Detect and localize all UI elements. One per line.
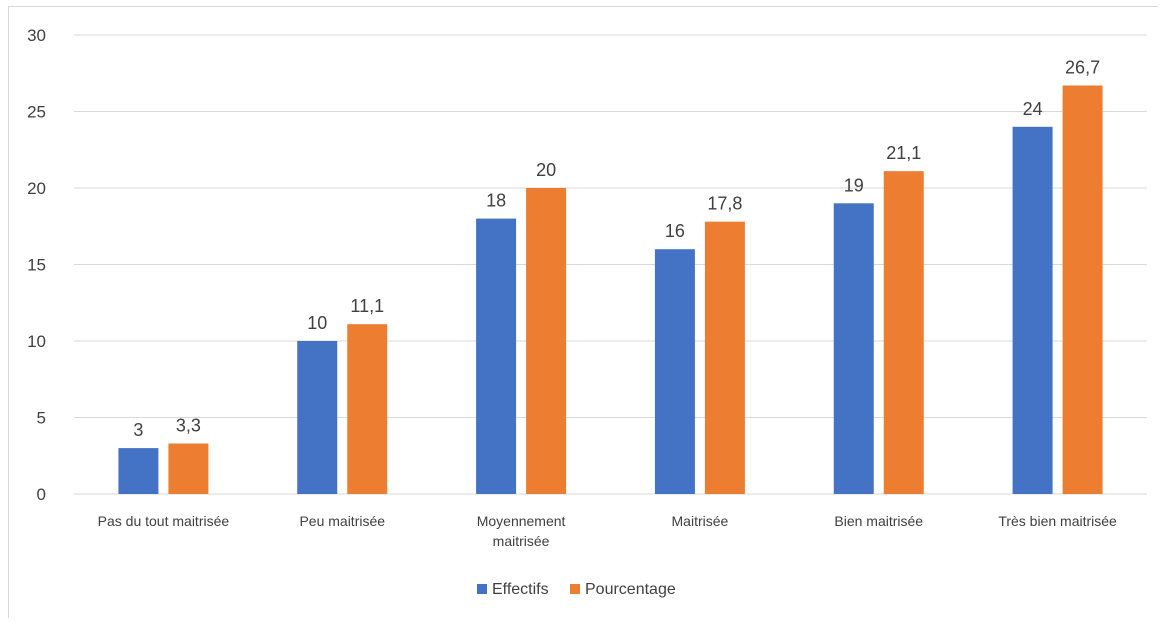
x-tick-label: Peu maitrisée xyxy=(299,513,385,529)
y-tick-label: 20 xyxy=(27,179,46,198)
legend-swatch xyxy=(570,584,580,594)
bar-effectifs xyxy=(118,448,159,494)
x-axis: Pas du tout maitrisée Peu maitrisée Moyenn… xyxy=(98,513,1117,549)
data-label: 11,1 xyxy=(350,296,384,316)
bar-effectifs xyxy=(654,249,695,494)
x-tick-label: Bien maitrisée xyxy=(834,513,923,529)
bar-effectifs xyxy=(297,341,338,494)
y-tick-label: 25 xyxy=(27,103,46,122)
data-label: 20 xyxy=(536,160,556,180)
x-tick-label: Très bien maitrisée xyxy=(998,513,1117,529)
bar-pourcentage xyxy=(168,443,209,494)
bar-pourcentage xyxy=(883,171,924,495)
bar-effectifs xyxy=(833,203,874,495)
data-label: 24 xyxy=(1023,99,1043,119)
y-tick-label: 5 xyxy=(37,409,46,428)
bar-pourcentage xyxy=(704,221,745,494)
x-tick-label: Moyennement xyxy=(477,513,566,529)
legend: Effectifs Pourcentage xyxy=(477,581,676,598)
data-label: 16 xyxy=(665,221,685,241)
data-label: 21,1 xyxy=(886,143,921,163)
bar-effectifs xyxy=(1012,126,1053,495)
y-axis: 0 5 10 15 20 25 30 xyxy=(27,26,46,504)
data-label: 10 xyxy=(307,313,327,333)
x-tick-label: maitrisée xyxy=(493,533,550,549)
y-tick-label: 30 xyxy=(27,26,46,45)
data-label: 26,7 xyxy=(1065,57,1100,77)
data-labels: 3 10 18 16 19 24 3,3 11,1 20 17,8 21,1 26,7 xyxy=(133,57,1100,440)
bar-pourcentage xyxy=(1062,85,1103,495)
data-label: 18 xyxy=(486,191,506,211)
data-label: 3 xyxy=(133,420,143,440)
chart-frame xyxy=(8,6,1158,618)
data-label: 17,8 xyxy=(707,194,742,214)
data-label: 19 xyxy=(844,175,864,195)
bar-pourcentage xyxy=(347,324,388,494)
legend-label: Effectifs xyxy=(492,581,549,598)
data-label: 3,3 xyxy=(176,416,201,436)
x-tick-label: Maitrisée xyxy=(672,513,729,529)
bars xyxy=(118,85,1103,495)
gridlines xyxy=(74,34,1147,495)
y-tick-label: 15 xyxy=(27,256,46,275)
bar-pourcentage xyxy=(526,188,567,494)
legend-swatch xyxy=(477,584,487,594)
y-tick-label: 0 xyxy=(37,485,46,504)
y-tick-label: 10 xyxy=(27,332,46,351)
bar-effectifs xyxy=(476,218,517,494)
legend-label: Pourcentage xyxy=(585,581,676,598)
x-tick-label: Pas du tout maitrisée xyxy=(98,513,230,529)
